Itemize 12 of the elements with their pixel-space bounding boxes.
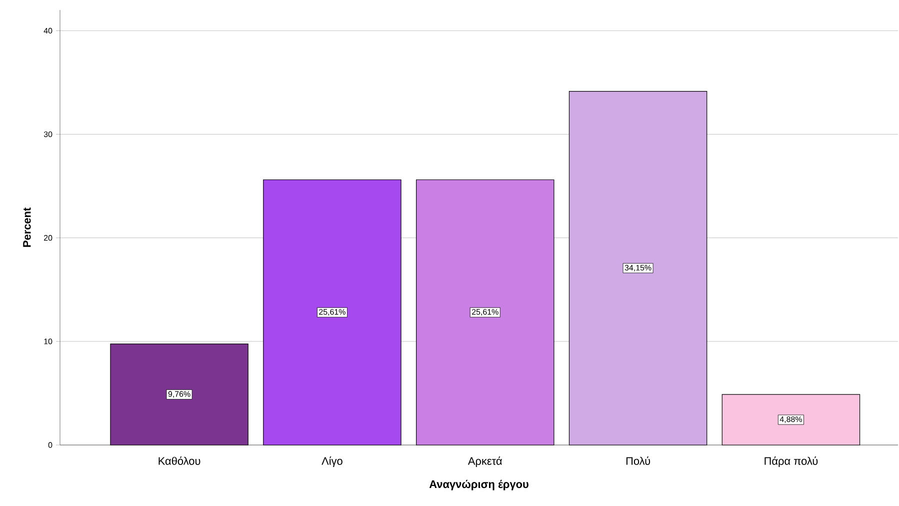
bar	[568, 91, 708, 446]
x-tick-label: Αρκετά	[468, 456, 502, 468]
bar	[416, 179, 554, 446]
bar	[722, 394, 860, 446]
x-tick-label: Πολύ	[626, 456, 650, 465]
x-axis-title: Αναγνώριση έργου	[429, 480, 528, 490]
y-axis-title: Percent	[23, 208, 31, 247]
x-tick-label: Καθόλου	[158, 456, 200, 465]
bar	[110, 344, 248, 446]
x-tick-label: Λίγο	[322, 456, 342, 468]
x-tick-label: Πάρα πολύ	[764, 456, 818, 468]
bar	[263, 179, 402, 446]
